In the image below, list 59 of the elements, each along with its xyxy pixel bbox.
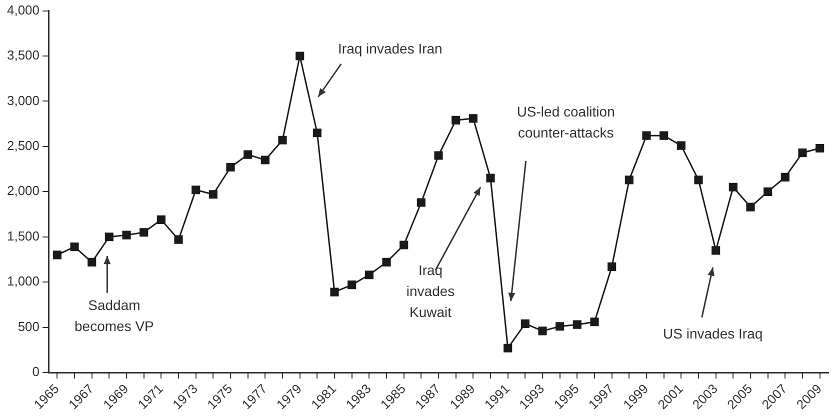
point <box>140 228 148 237</box>
point <box>70 242 79 252</box>
annotation: Iraq invades Iran <box>338 40 442 57</box>
y-tick-label: 2,500 <box>6 138 40 154</box>
point <box>728 182 738 192</box>
point <box>226 162 235 172</box>
point <box>122 230 131 240</box>
point <box>556 322 564 331</box>
y-tick-label: 3,500 <box>6 48 40 63</box>
y-tick-label: 2,000 <box>6 183 40 198</box>
point <box>260 156 270 164</box>
point <box>486 174 495 182</box>
point <box>104 232 114 242</box>
point <box>642 131 651 140</box>
point <box>416 198 426 207</box>
point <box>296 52 304 60</box>
point <box>468 114 478 123</box>
point <box>400 240 408 250</box>
point <box>156 215 166 224</box>
point <box>746 202 755 212</box>
point <box>764 187 772 196</box>
point <box>676 141 686 150</box>
point <box>504 344 512 352</box>
annotation: Saddam becomes VP <box>74 297 154 334</box>
point <box>660 131 668 140</box>
point <box>348 280 356 290</box>
point <box>434 151 443 160</box>
point <box>52 250 62 260</box>
point <box>452 116 460 125</box>
point <box>88 258 96 266</box>
point <box>382 258 391 266</box>
point <box>624 176 634 184</box>
point <box>208 190 218 199</box>
y-tick-label: 4,000 <box>6 2 40 18</box>
y-tick-label: 0 <box>32 364 40 380</box>
point <box>608 262 616 271</box>
y-tick-label: 500 <box>18 318 40 334</box>
point <box>312 128 322 138</box>
point <box>590 318 599 326</box>
point <box>816 144 824 153</box>
y-tick-label: 3,000 <box>6 92 40 108</box>
y-tick-label: 1,500 <box>6 228 40 244</box>
point <box>538 326 547 336</box>
annotation: US invades Iraq <box>663 325 763 342</box>
point <box>694 176 703 184</box>
point <box>278 136 287 144</box>
annotation: US-led coalition counter-attacks <box>516 103 615 140</box>
annotation: Iraq invades Kuwait <box>406 262 455 320</box>
point <box>244 150 252 159</box>
point <box>520 319 530 328</box>
point <box>798 148 807 158</box>
point <box>192 186 200 194</box>
point <box>330 288 339 296</box>
point <box>364 270 374 280</box>
point <box>712 246 720 255</box>
point <box>572 320 582 329</box>
point <box>174 235 183 244</box>
point <box>780 172 790 182</box>
y-tick-label: 1,000 <box>6 274 40 289</box>
